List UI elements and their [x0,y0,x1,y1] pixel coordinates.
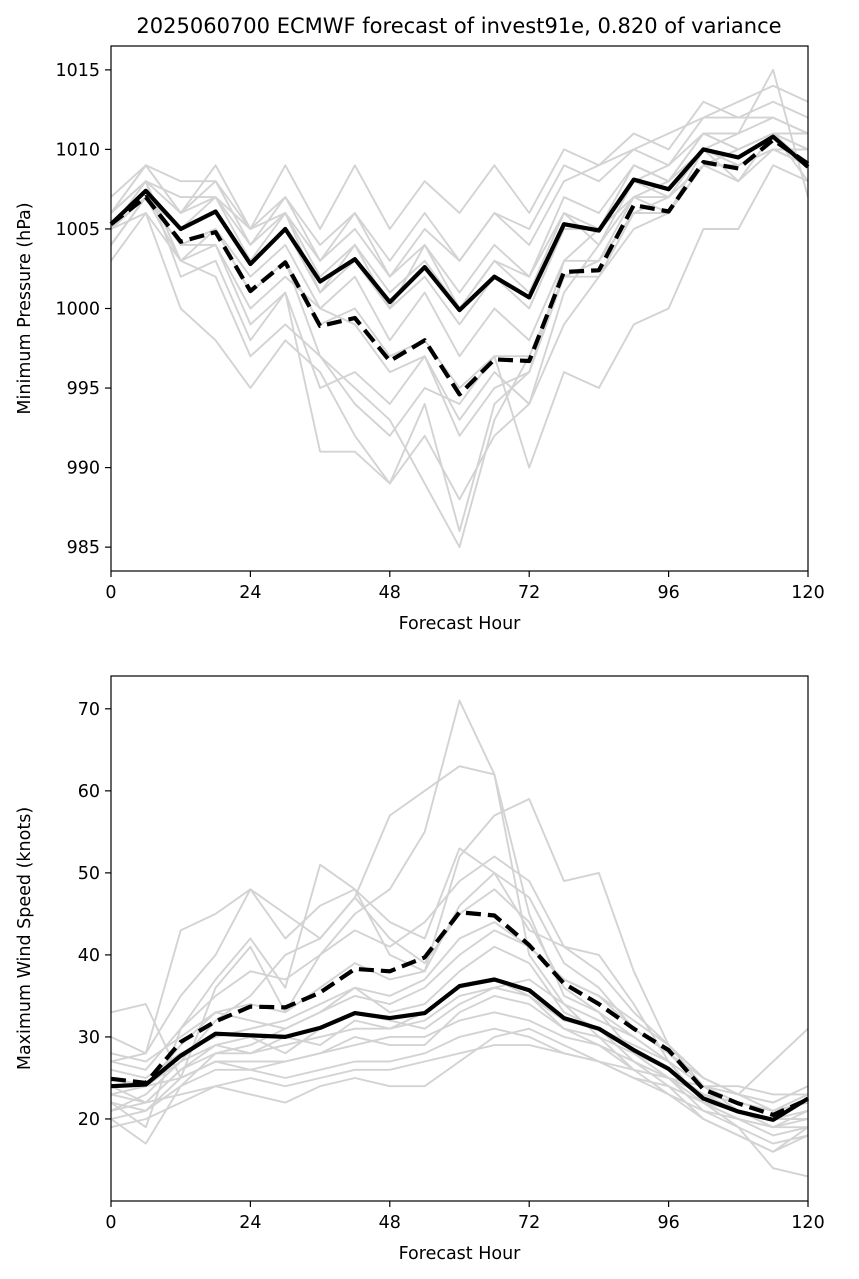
wind-member-line-2 [110,765,809,1153]
wind-member-line-3 [110,798,809,1129]
pressure-axis-ticks: 0 24 48 72 96 120 985 990 995 1000 1005 1010 1015 [55,61,824,603]
wind-member-line-6 [110,945,809,1153]
pressure-member-line-15 [110,116,809,262]
wind-member-line-15 [110,1027,808,1120]
pressure-y-tick-label: 990 [67,459,100,479]
wind-y-tick-label: 70 [78,700,100,720]
pressure-y-axis-label: Minimum Pressure (hPa) [15,202,35,414]
pressure-x-tick-label: 96 [657,583,679,603]
wind-x-axis-label: Forecast Hour [399,1244,522,1264]
wind-x-tick-label: 120 [791,1213,824,1233]
wind-y-tick-label: 40 [78,946,100,966]
wind-y-axis-label: Maximum Wind Speed (knots) [15,807,35,1070]
pressure-dashed-line [109,137,810,397]
wind-member-line-16 [110,855,809,1112]
pressure-member-line-12 [110,132,808,421]
wind-dashed-line [110,910,809,1118]
wind-x-tick-label: 0 [105,1213,116,1233]
pressure-y-tick-label: 1015 [55,61,100,81]
wind-x-tick-label: 24 [239,1213,261,1233]
wind-x-tick-label: 72 [518,1213,540,1233]
pressure-member-line-11 [110,164,809,469]
pressure-member-line-5 [110,132,809,294]
pressure-plot-frame [110,45,809,572]
wind-solid-line [110,977,810,1122]
wind-member-line-12 [110,1027,808,1129]
wind-member-line-10 [110,1044,808,1104]
wind-axis-ticks: 0 24 48 72 96 120 20 30 40 50 60 70 [78,700,825,1233]
wind-y-tick-label: 20 [78,1110,100,1130]
chart-title: 2025060700 ECMWF forecast of invest91e, … [136,14,781,38]
pressure-x-axis-label: Forecast Hour [399,614,522,634]
pressure-x-tick-label: 72 [518,583,540,603]
pressure-member-line-10 [110,100,809,230]
pressure-series-lines [109,68,810,549]
wind-y-tick-label: 30 [78,1028,100,1048]
wind-y-tick-label: 50 [78,864,100,884]
pressure-solid-line [109,134,810,313]
pressure-member-line-6 [110,84,809,501]
pressure-y-tick-label: 1000 [55,300,100,320]
wind-series-lines [110,699,810,1178]
pressure-y-tick-label: 1005 [55,220,100,240]
pressure-x-tick-label: 0 [105,583,116,603]
wind-member-line-11 [110,871,809,1112]
pressure-x-tick-label: 120 [791,583,824,603]
pressure-y-tick-label: 995 [67,379,100,399]
pressure-y-tick-label: 985 [67,538,100,558]
wind-panel: 0 24 48 72 96 120 20 30 40 50 60 70 Forecast Hour M… [15,675,825,1264]
wind-x-tick-label: 48 [379,1213,401,1233]
pressure-x-tick-label: 48 [379,583,401,603]
wind-plot-frame [110,675,809,1202]
pressure-x-tick-label: 24 [239,583,261,603]
pressure-y-tick-label: 1010 [55,140,100,160]
wind-y-tick-label: 60 [78,782,100,802]
wind-x-tick-label: 96 [657,1213,679,1233]
pressure-panel: 2025060700 ECMWF forecast of invest91e, … [15,14,825,634]
